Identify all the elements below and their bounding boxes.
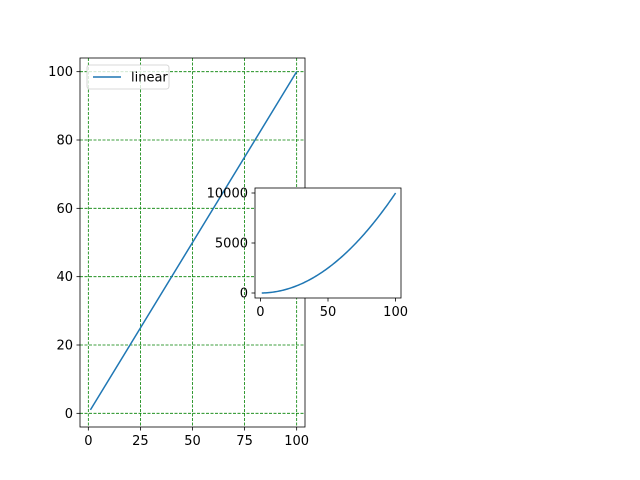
inset-y-tick-label: 5000 [215, 237, 248, 252]
main-y-tick-label: 80 [56, 134, 73, 149]
main-x-tick-label: 75 [236, 434, 253, 449]
inset-y-tick-label: 0 [240, 287, 248, 302]
main-y-tick-label: 20 [56, 339, 73, 354]
main-legend-label: linear [131, 71, 168, 86]
main-x-tick-label: 100 [284, 434, 309, 449]
main-x-tick-label: 0 [84, 434, 92, 449]
main-y-tick-label: 40 [56, 270, 73, 285]
inset-x-tick-label: 100 [383, 305, 408, 320]
inset-y-tick-label: 10000 [207, 187, 248, 202]
main-y-tick-label: 60 [56, 202, 73, 217]
inset-plot-area [255, 188, 401, 298]
inset-series-line [261, 192, 397, 294]
main-x-tick-label: 25 [132, 434, 149, 449]
main-y-tick-label: 100 [48, 65, 73, 80]
main-y-tick-label: 0 [65, 407, 73, 422]
main-legend-box [86, 64, 170, 90]
main-x-tick-label: 50 [184, 434, 201, 449]
inset-x-tick-label: 0 [256, 305, 264, 320]
inset-x-tick-label: 50 [320, 305, 337, 320]
main-legend: linear [86, 64, 170, 90]
main-series-line [89, 71, 298, 411]
inset-axes: 0 50 100 0 5000 10000 [207, 187, 408, 321]
